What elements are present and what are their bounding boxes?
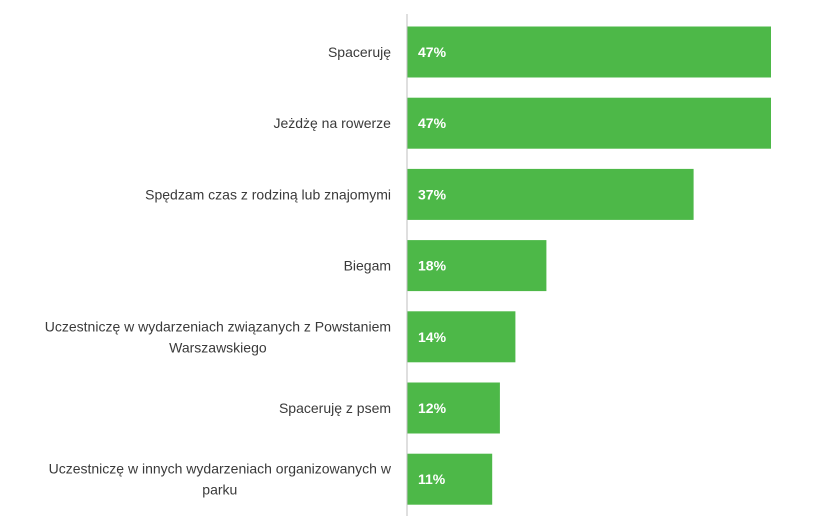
category-label-3-line-1: Spędzam czas z rodziną lub znajomymi bbox=[145, 186, 391, 202]
bar-1 bbox=[407, 26, 771, 78]
value-label-6: 12% bbox=[418, 400, 447, 416]
category-label-4-line-1: Biegam bbox=[344, 258, 391, 274]
value-label-3: 37% bbox=[418, 186, 447, 202]
value-label-7: 11% bbox=[418, 471, 446, 487]
bar-5 bbox=[407, 311, 516, 363]
value-labels-layer: 47% 47% 37% 18% 14% 12% 11% bbox=[418, 44, 447, 487]
bars-layer bbox=[407, 26, 771, 505]
bar-4 bbox=[407, 240, 547, 292]
value-label-2: 47% bbox=[418, 115, 447, 131]
category-label-1: Spaceruję bbox=[328, 44, 391, 60]
category-label-5: Uczestniczę w wydarzeniach związanych z … bbox=[45, 318, 391, 355]
category-label-5-line-1: Uczestniczę w wydarzeniach związanych z … bbox=[45, 318, 391, 334]
value-label-5: 14% bbox=[418, 329, 447, 345]
category-label-4: Biegam bbox=[344, 258, 391, 274]
value-label-1: 47% bbox=[418, 44, 447, 60]
bar-6 bbox=[407, 382, 500, 434]
category-label-6: Spaceruję z psem bbox=[279, 400, 391, 416]
category-label-7-line-1: Uczestniczę w innych wydarzeniach organi… bbox=[49, 461, 392, 477]
bar-7 bbox=[407, 453, 493, 505]
bar-2 bbox=[407, 97, 771, 149]
category-label-3: Spędzam czas z rodziną lub znajomymi bbox=[145, 186, 391, 202]
bar-3 bbox=[407, 168, 694, 220]
category-label-5-line-2: Warszawskiego bbox=[169, 339, 267, 355]
value-label-4: 18% bbox=[418, 258, 447, 274]
category-label-1-line-1: Spaceruję bbox=[328, 44, 391, 60]
category-label-7: Uczestniczę w innych wydarzeniach organi… bbox=[49, 461, 392, 498]
category-label-6-line-1: Spaceruję z psem bbox=[279, 400, 391, 416]
category-label-2-line-1: Jeżdżę na rowerze bbox=[273, 115, 391, 131]
category-labels-layer: Spaceruję Jeżdżę na rowerze Spędzam czas z… bbox=[45, 44, 392, 498]
category-label-2: Jeżdżę na rowerze bbox=[273, 115, 391, 131]
category-label-7-line-2: parku bbox=[202, 482, 237, 498]
